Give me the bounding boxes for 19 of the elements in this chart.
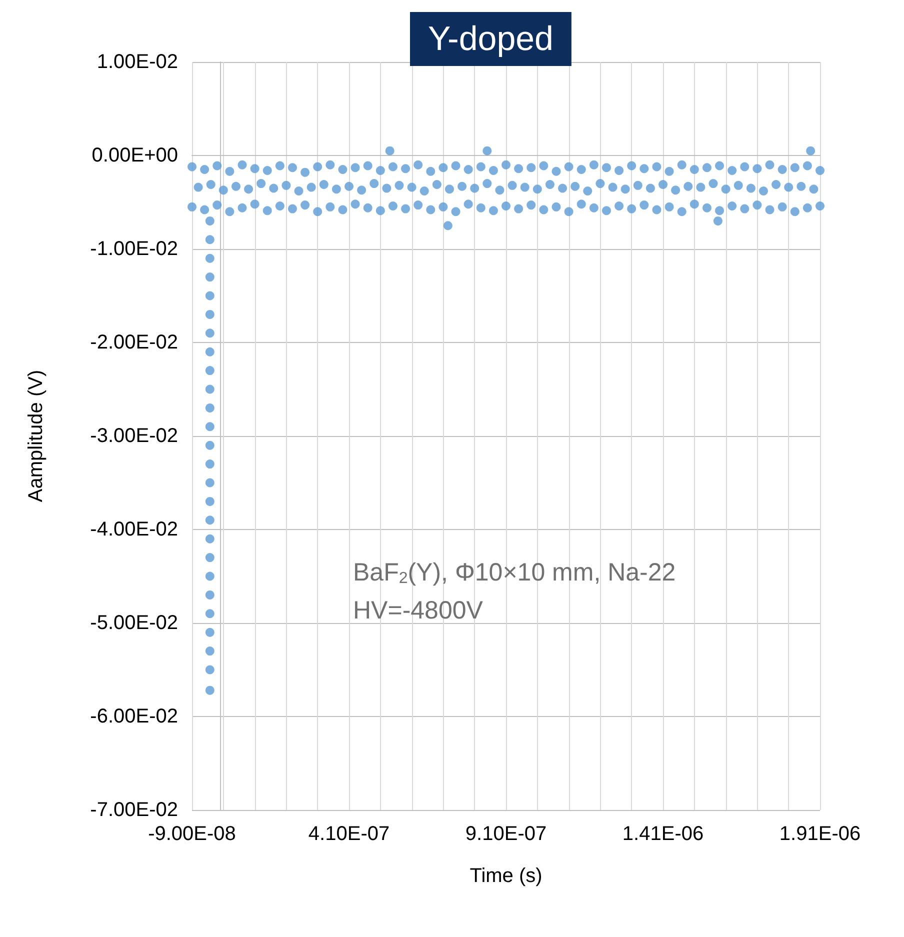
annotation: HV=-4800V [353, 596, 484, 624]
y-tick-label: -2.00E-02 [90, 332, 178, 354]
y-tick-label: -6.00E-02 [90, 706, 178, 728]
y-tick-label: -5.00E-02 [90, 612, 178, 634]
y-tick-label: -1.00E-02 [90, 238, 178, 260]
annotation: BaF2(Y), Φ10×10 mm, Na-22 [353, 558, 676, 587]
x-axis-title: Time (s) [470, 865, 542, 887]
y-tick-label: 1.00E-02 [96, 51, 178, 73]
x-tick-label: -9.00E-08 [148, 823, 236, 845]
x-tick-label: 1.41E-06 [622, 823, 704, 845]
y-tick-label: -3.00E-02 [90, 425, 178, 447]
y-axis-title: Aamplitude (V) [25, 370, 47, 502]
y-tick-label: -7.00E-02 [90, 799, 178, 821]
chart-title: Y-doped [428, 20, 554, 58]
x-tick-label: 1.91E-06 [779, 823, 861, 845]
y-tick-label: -4.00E-02 [90, 518, 178, 540]
y-tick-label: 0.00E+00 [92, 144, 178, 166]
x-tick-label: 9.10E-07 [465, 823, 547, 845]
x-tick-label: 4.10E-07 [308, 823, 390, 845]
